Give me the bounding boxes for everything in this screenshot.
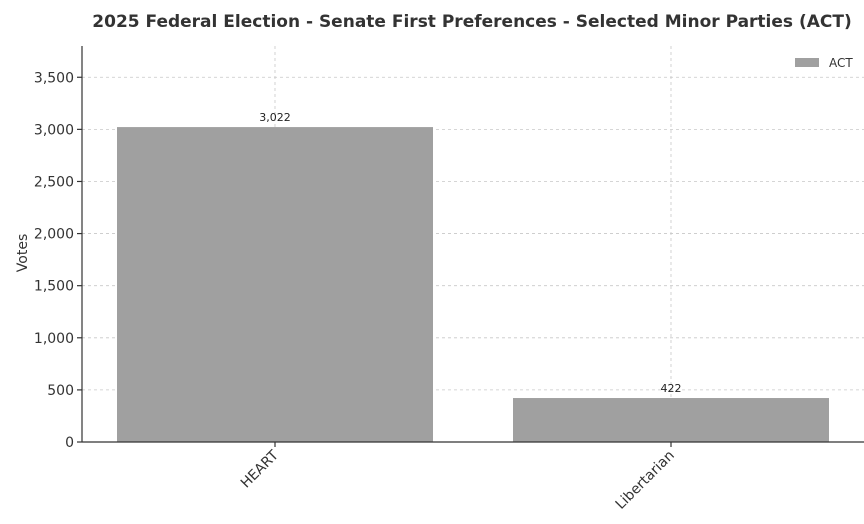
data-label: 422 [661, 382, 682, 395]
legend: ACT [795, 56, 853, 70]
chart-title: 2025 Federal Election - Senate First Pre… [92, 12, 851, 32]
bar-heart [117, 127, 433, 442]
bar-libertarian [513, 398, 829, 442]
y-tick-label: 3,500 [34, 70, 74, 86]
y-tick-label: 1,500 [34, 279, 74, 295]
y-tick-label: 3,000 [34, 122, 74, 138]
y-tick-label: 2,000 [34, 227, 74, 243]
bar-layer: 3,022 422 [117, 111, 829, 442]
x-tick-label: Libertarian [613, 448, 678, 513]
y-tick-label: 500 [47, 383, 74, 399]
data-label: 3,022 [259, 111, 291, 124]
y-tick-label: 2,500 [34, 174, 74, 190]
legend-label-act: ACT [829, 56, 853, 70]
x-tick-label: HEART [238, 447, 282, 491]
y-tick-label: 0 [65, 435, 74, 451]
y-tick-label: 1,000 [34, 331, 74, 347]
legend-swatch-act [795, 58, 819, 67]
y-axis-label: Votes [15, 234, 31, 272]
